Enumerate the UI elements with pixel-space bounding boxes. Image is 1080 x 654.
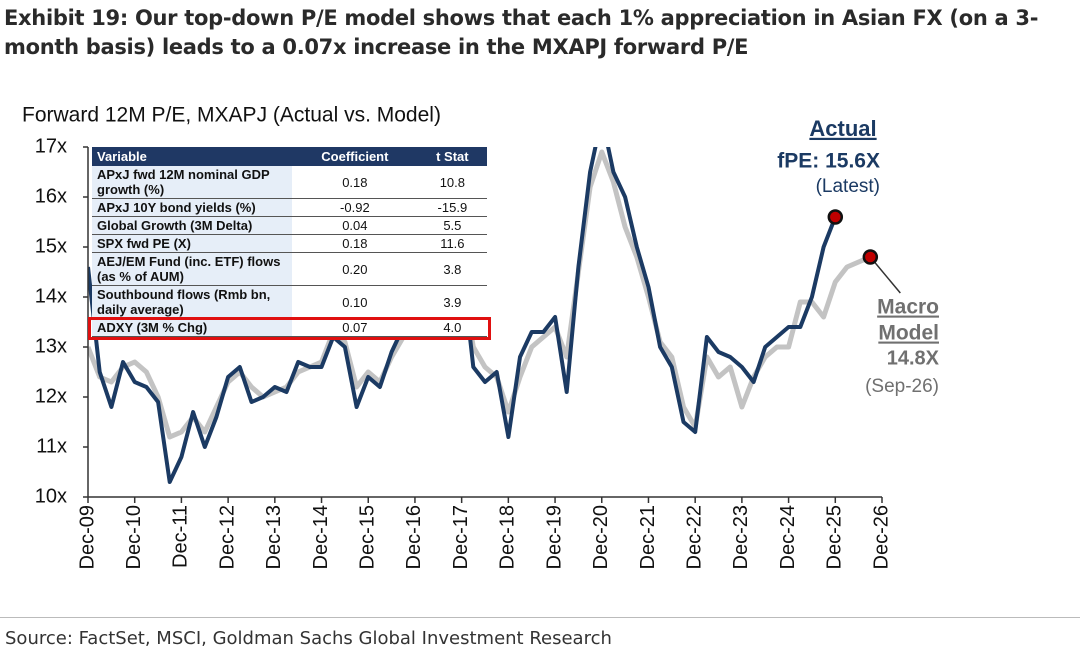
x-tick-label: Dec-09 <box>76 505 98 569</box>
table-row: ADXY (3M % Chg) 0.07 4.0 <box>92 318 487 337</box>
x-tick-label: Dec-22 <box>683 505 705 569</box>
series-line <box>88 149 872 440</box>
coefficient-table: Variable Coefficient t Stat APxJ fwd 12M no… <box>92 147 487 337</box>
y-tick-label: 11x <box>36 435 67 457</box>
table-cell: Southbound flows (Rmb bn, daily average) <box>92 285 292 319</box>
table-header-cell: Coefficient <box>292 147 418 166</box>
exhibit-title: Exhibit 19: Our top-down P/E model shows… <box>4 6 1039 59</box>
table-header-cell: Variable <box>92 147 292 166</box>
actual-annotation: (Latest) <box>816 176 880 197</box>
table-row: APxJ fwd 12M nominal GDP growth (%) 0.18 1… <box>92 166 487 199</box>
table-cell: 0.10 <box>292 285 418 319</box>
latest-marker <box>862 249 879 265</box>
table-cell: 0.07 <box>292 318 418 337</box>
source-note: Source: FactSet, MSCI, Goldman Sachs Glo… <box>5 628 612 649</box>
x-tick-label: Dec-13 <box>263 505 285 569</box>
x-tick-label: Dec-23 <box>730 505 752 569</box>
table-cell: 3.9 <box>417 285 487 319</box>
table-cell: 10.8 <box>417 166 487 199</box>
x-tick-label: Dec-20 <box>590 505 612 569</box>
x-tick-label: Dec-16 <box>403 505 425 569</box>
model-annotation: 14.8X <box>887 347 940 369</box>
x-tick-label: Dec-18 <box>497 505 519 569</box>
table-row: AEJ/EM Fund (inc. ETF) flows (as % of AU… <box>92 252 487 286</box>
x-tick-label: Dec-15 <box>357 505 379 569</box>
table-cell: 4.0 <box>417 318 487 337</box>
table-cell: Global Growth (3M Delta) <box>92 216 292 235</box>
y-tick-label: 16x <box>35 185 67 207</box>
model-annotation: Macro <box>877 296 939 319</box>
x-tick-label: Dec-25 <box>824 505 846 569</box>
table-row: Southbound flows (Rmb bn, daily average)… <box>92 285 487 319</box>
y-tick-label: 10x <box>35 485 67 507</box>
y-tick-label: 14x <box>35 285 67 307</box>
table-cell: APxJ fwd 12M nominal GDP growth (%) <box>92 166 292 199</box>
chart-title: Forward 12M P/E, MXAPJ (Actual vs. Model… <box>22 104 441 127</box>
table-cell: ADXY (3M % Chg) <box>92 318 292 337</box>
table-row: Global Growth (3M Delta) 0.04 5.5 <box>92 216 487 235</box>
table-row: APxJ 10Y bond yields (%) -0.92 -15.9 <box>92 198 487 217</box>
table-row: SPX fwd PE (X) 0.18 11.6 <box>92 234 487 253</box>
divider <box>0 617 1080 618</box>
table-cell: 0.18 <box>292 234 418 253</box>
table-cell: 5.5 <box>417 216 487 235</box>
model-annotation: (Sep-26) <box>865 376 939 397</box>
y-tick-label: 12x <box>35 385 67 407</box>
table-cell: AEJ/EM Fund (inc. ETF) flows (as % of AU… <box>92 252 292 286</box>
table-cell: SPX fwd PE (X) <box>92 234 292 253</box>
x-tick-label: Dec-24 <box>777 505 799 569</box>
y-tick-label: 17x <box>35 135 67 157</box>
table-header-cell: t Stat <box>417 147 487 166</box>
y-tick-label: 13x <box>35 335 67 357</box>
actual-annotation: fPE: 15.6X <box>777 150 880 173</box>
table-cell: 0.18 <box>292 166 418 199</box>
x-tick-label: Dec-14 <box>310 505 332 569</box>
table-cell: -0.92 <box>292 198 418 217</box>
x-tick-label: Dec-12 <box>216 505 238 569</box>
table-cell: 3.8 <box>417 252 487 286</box>
latest-marker <box>827 209 844 225</box>
table-cell: 0.20 <box>292 252 418 286</box>
x-tick-label: Dec-26 <box>870 505 892 569</box>
table-cell: -15.9 <box>417 198 487 217</box>
x-tick-label: Dec-10 <box>123 505 145 569</box>
actual-annotation: Actual <box>809 116 876 141</box>
y-tick-label: 15x <box>35 235 67 257</box>
x-tick-label: Dec-11 <box>170 505 192 568</box>
table-header-row: Variable Coefficient t Stat <box>92 147 487 166</box>
table-cell: 0.04 <box>292 216 418 235</box>
table-cell: 11.6 <box>417 234 487 253</box>
x-tick-label: Dec-19 <box>543 505 565 569</box>
table-cell: APxJ 10Y bond yields (%) <box>92 198 292 217</box>
annotation-connector <box>869 256 901 294</box>
x-tick-label: Dec-21 <box>637 505 659 569</box>
x-tick-label: Dec-17 <box>450 505 472 569</box>
model-annotation: Model <box>878 322 939 345</box>
